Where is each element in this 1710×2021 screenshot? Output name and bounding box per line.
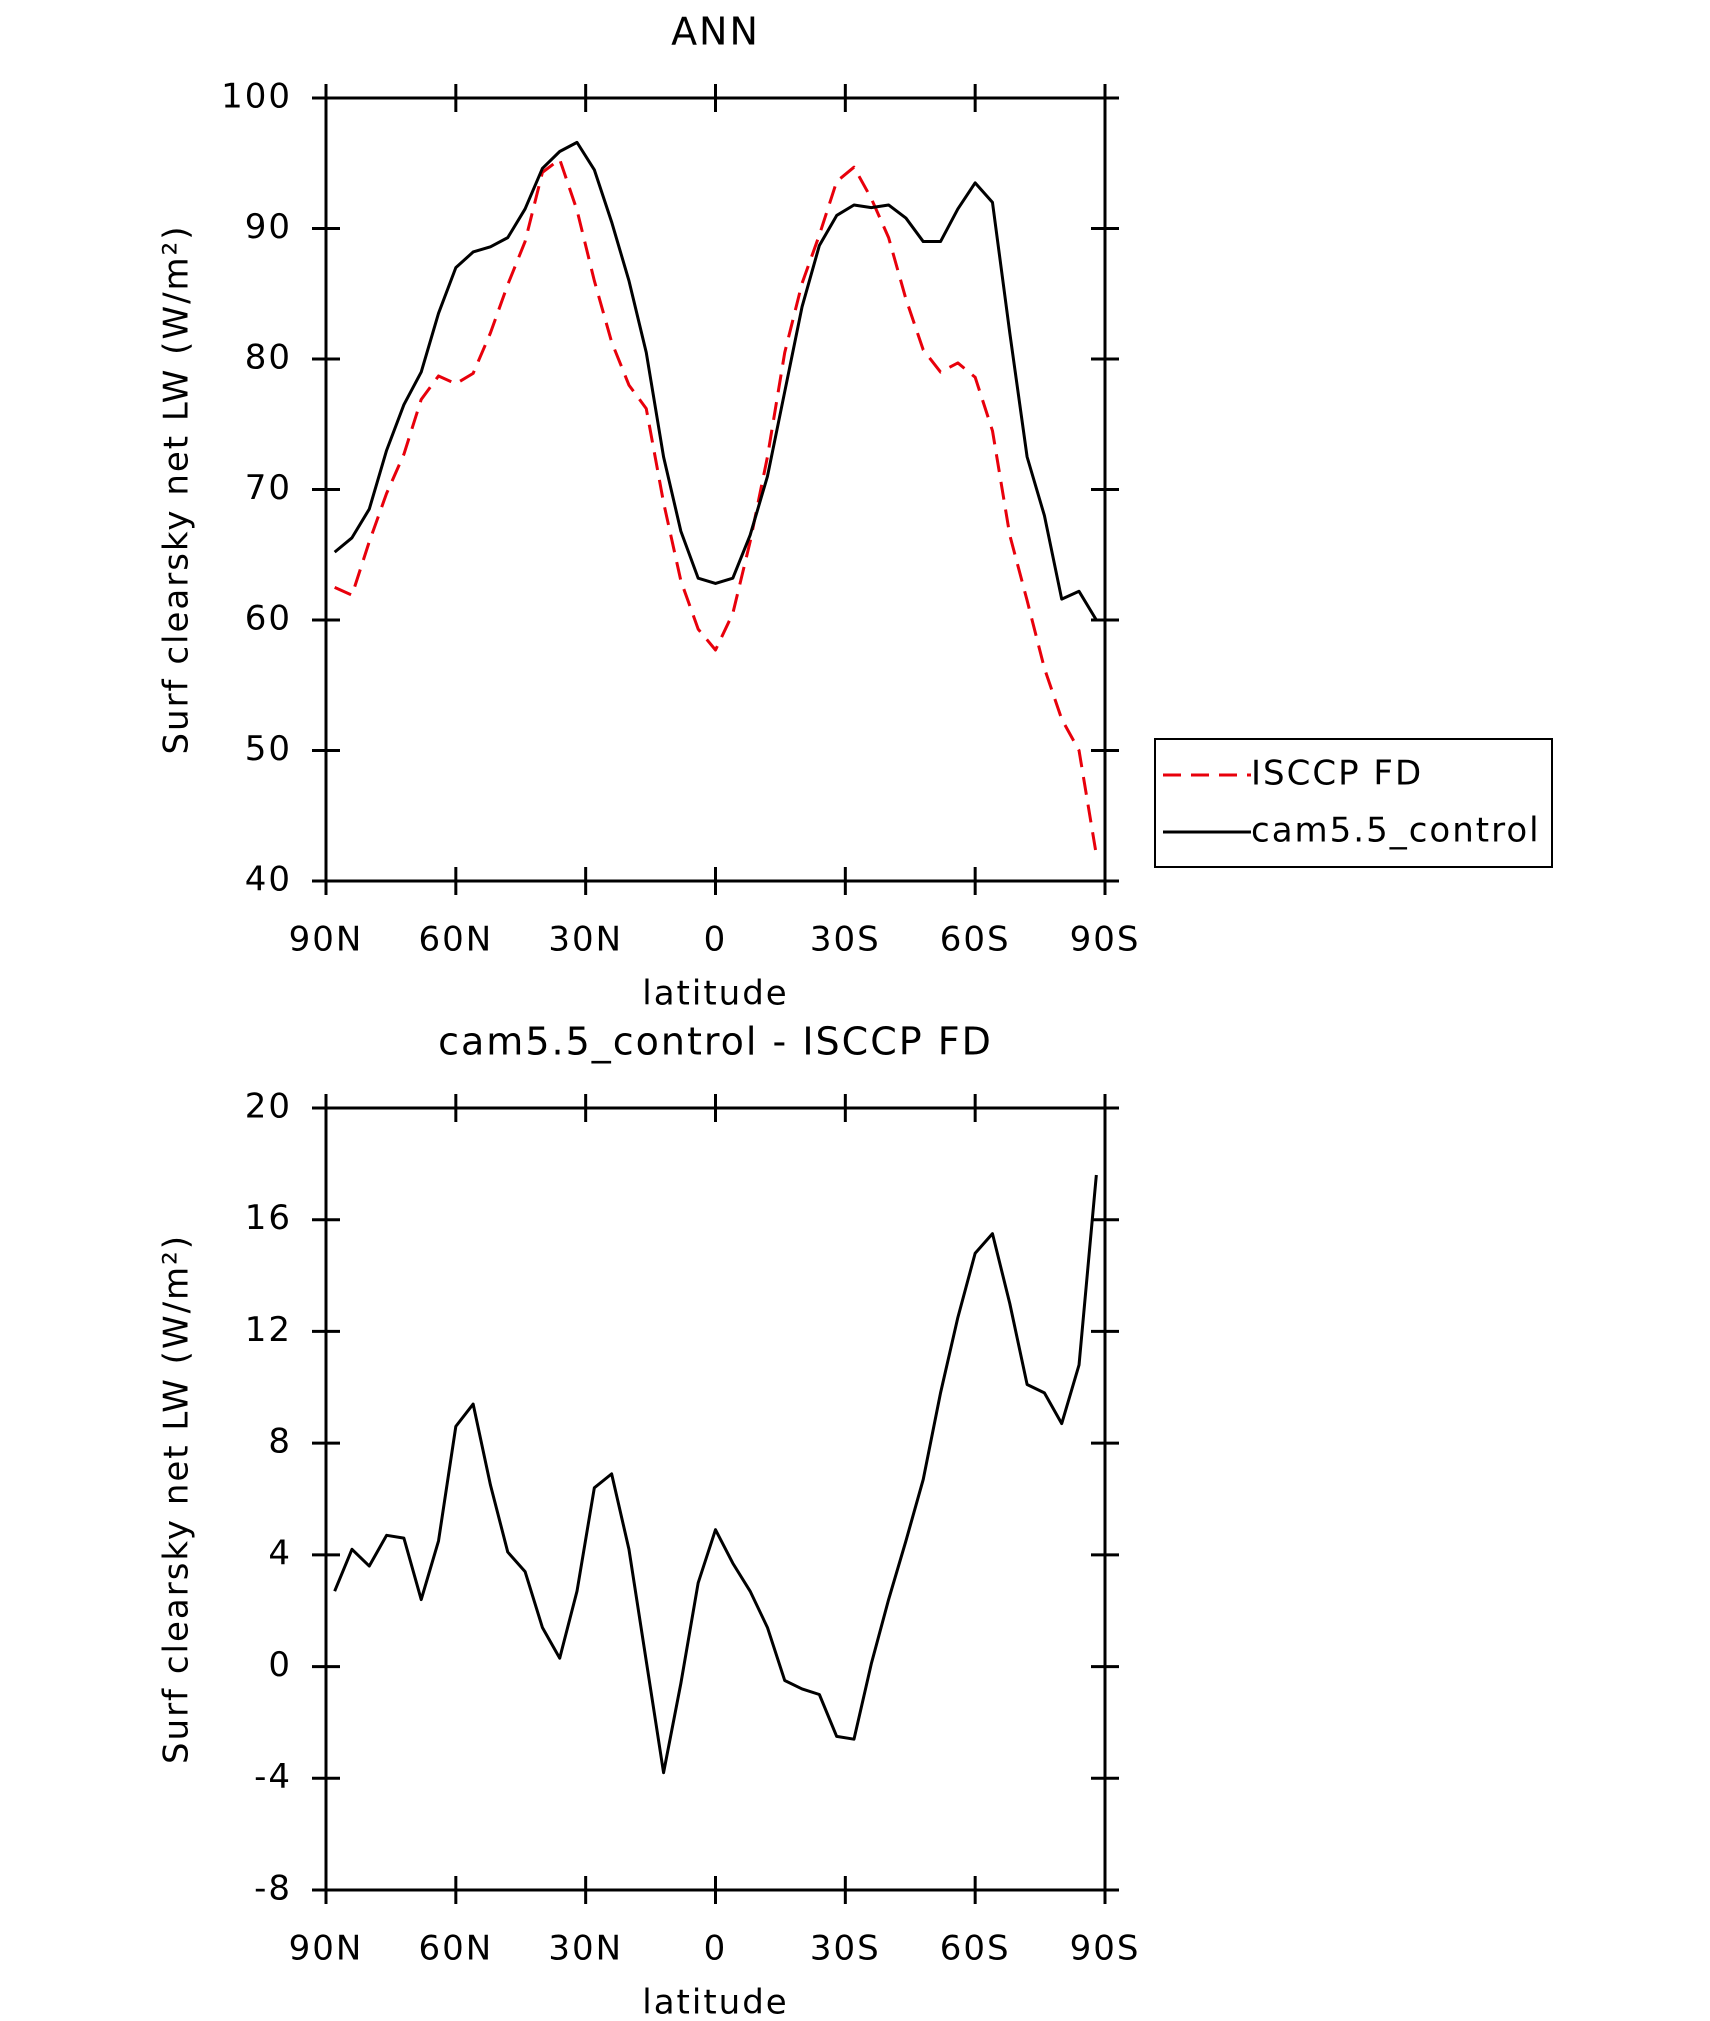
y-tick-label: 20 bbox=[245, 1087, 292, 1127]
y-tick-label: -8 bbox=[254, 1869, 292, 1909]
x-tick-label: 30S bbox=[810, 1929, 881, 1969]
x-tick-label: 60S bbox=[940, 1929, 1011, 1969]
x-tick-label: 0 bbox=[704, 1929, 728, 1969]
legend-label: ISCCP FD bbox=[1251, 754, 1423, 794]
x-tick-label: 90S bbox=[1070, 1929, 1141, 1969]
x-tick-label: 60N bbox=[418, 920, 493, 960]
y-tick-label: 16 bbox=[245, 1198, 292, 1238]
series-line bbox=[333, 140, 1098, 621]
x-axis-label: latitude bbox=[642, 974, 788, 1014]
x-tick-label: 30N bbox=[548, 1929, 623, 1969]
x-tick-label: 90N bbox=[289, 1929, 364, 1969]
x-tick-label: 0 bbox=[704, 920, 728, 960]
y-tick-label: -4 bbox=[254, 1757, 292, 1797]
x-tick-label: 60N bbox=[418, 1929, 493, 1969]
y-tick-label: 40 bbox=[245, 860, 292, 900]
y-tick-label: 90 bbox=[245, 207, 292, 247]
y-tick-label: 50 bbox=[245, 729, 292, 769]
y-tick-label: 12 bbox=[245, 1310, 292, 1350]
plot-frame bbox=[324, 96, 1107, 883]
y-tick-label: 70 bbox=[245, 468, 292, 508]
x-tick-label: 30S bbox=[810, 920, 881, 960]
x-tick-label: 90S bbox=[1070, 920, 1141, 960]
y-axis-label: Surf clearsky net LW (W/m²) bbox=[157, 1234, 197, 1764]
y-tick-label: 0 bbox=[268, 1645, 292, 1685]
x-tick-label: 90N bbox=[289, 920, 364, 960]
legend: ISCCP FD cam5.5_control bbox=[1154, 738, 1553, 868]
plot-frame bbox=[324, 1106, 1107, 1892]
chart-title: ANN bbox=[671, 10, 760, 54]
y-axis-label: Surf clearsky net LW (W/m²) bbox=[157, 224, 197, 754]
y-tick-label: 8 bbox=[268, 1422, 292, 1462]
legend-box bbox=[1154, 738, 1553, 868]
y-tick-label: 80 bbox=[245, 338, 292, 378]
y-tick-label: 100 bbox=[221, 77, 292, 117]
legend-label: cam5.5_control bbox=[1251, 811, 1541, 851]
series-line bbox=[334, 157, 1098, 856]
x-tick-label: 60S bbox=[940, 920, 1011, 960]
y-tick-label: 4 bbox=[268, 1533, 292, 1573]
x-tick-label: 30N bbox=[548, 920, 623, 960]
y-tick-label: 60 bbox=[245, 599, 292, 639]
x-axis-label: latitude bbox=[642, 1983, 788, 2021]
chart-title: cam5.5_control - ISCCP FD bbox=[438, 1020, 993, 1064]
data-line bbox=[333, 1174, 1098, 1775]
